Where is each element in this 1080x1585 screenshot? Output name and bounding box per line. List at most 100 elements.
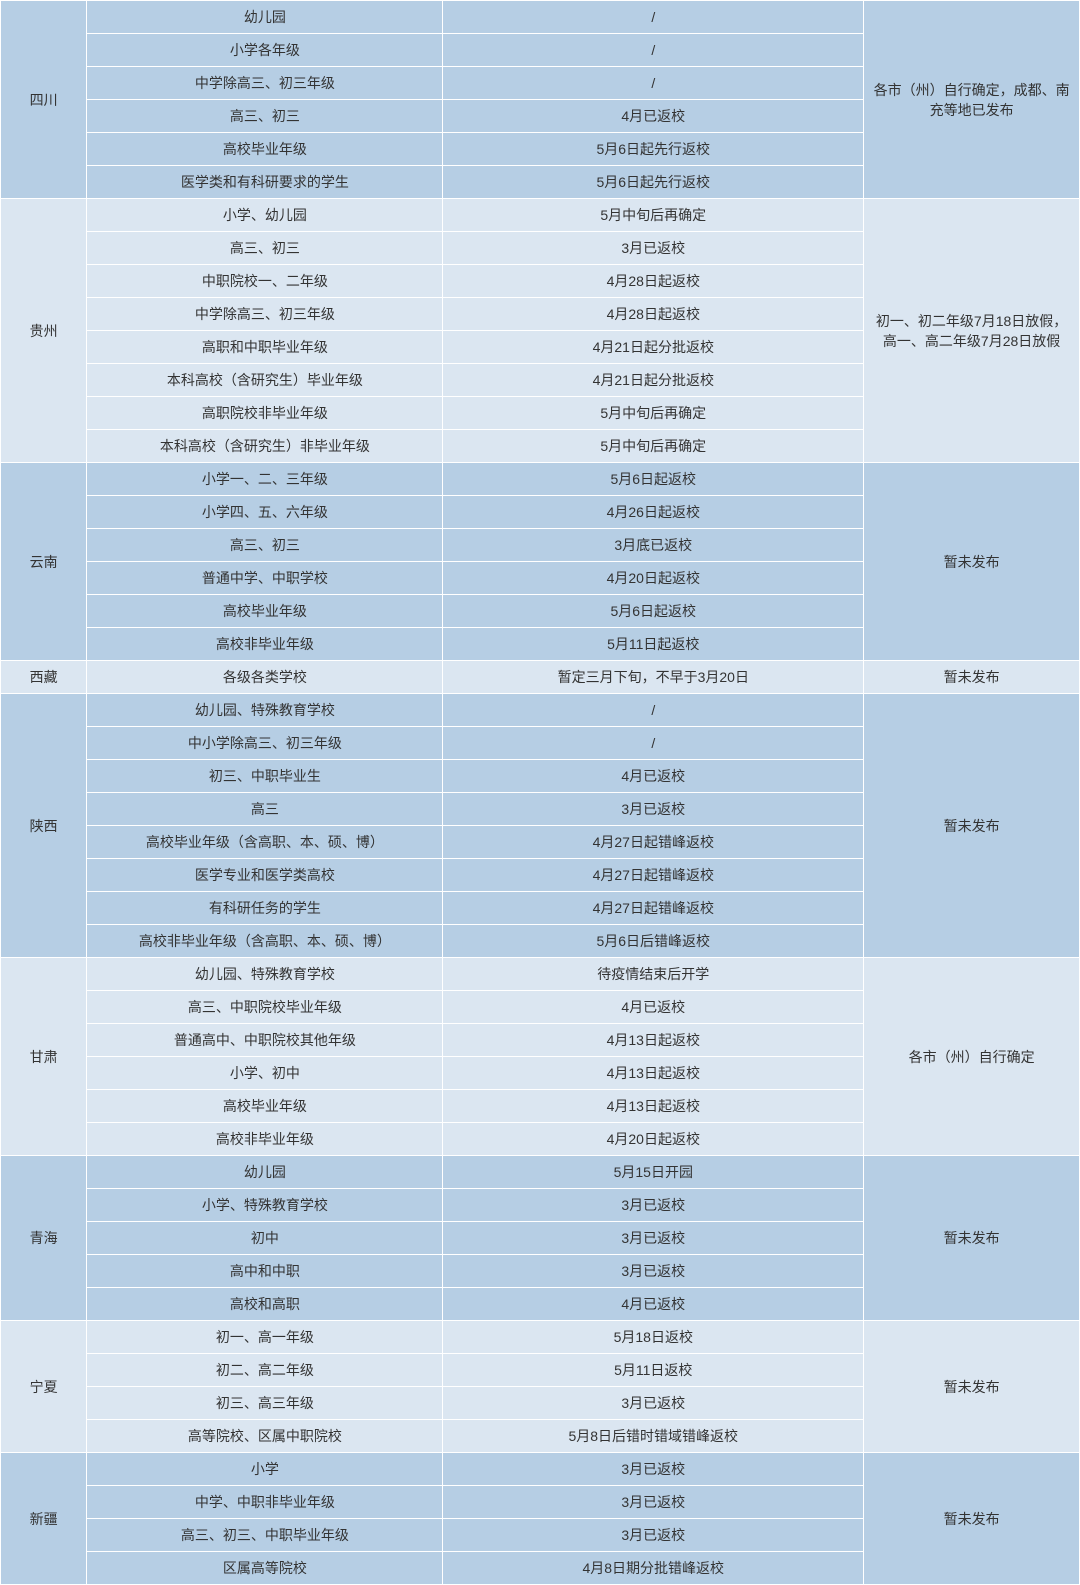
school-cell: 幼儿园、特殊教育学校 bbox=[87, 694, 443, 727]
school-cell: 小学一、二、三年级 bbox=[87, 463, 443, 496]
date-cell: 4月已返校 bbox=[443, 760, 864, 793]
date-cell: / bbox=[443, 67, 864, 100]
date-cell: / bbox=[443, 694, 864, 727]
date-cell: 3月已返校 bbox=[443, 1387, 864, 1420]
date-cell: 3月已返校 bbox=[443, 1222, 864, 1255]
table-row: 新疆小学3月已返校暂未发布 bbox=[1, 1453, 1080, 1486]
school-cell: 医学类和有科研要求的学生 bbox=[87, 166, 443, 199]
school-cell: 高等院校、区属中职院校 bbox=[87, 1420, 443, 1453]
date-cell: 4月13日起返校 bbox=[443, 1057, 864, 1090]
date-cell: 4月8日期分批错峰返校 bbox=[443, 1552, 864, 1585]
school-cell: 高职院校非毕业年级 bbox=[87, 397, 443, 430]
note-cell: 暂未发布 bbox=[864, 694, 1080, 958]
note-cell: 暂未发布 bbox=[864, 661, 1080, 694]
school-cell: 普通高中、中职院校其他年级 bbox=[87, 1024, 443, 1057]
school-cell: 初一、高一年级 bbox=[87, 1321, 443, 1354]
date-cell: 4月20日起返校 bbox=[443, 562, 864, 595]
date-cell: 3月已返校 bbox=[443, 1519, 864, 1552]
school-cell: 初中 bbox=[87, 1222, 443, 1255]
date-cell: 5月18日返校 bbox=[443, 1321, 864, 1354]
note-cell: 各市（州）自行确定，成都、南充等地已发布 bbox=[864, 1, 1080, 199]
school-cell: 本科高校（含研究生）非毕业年级 bbox=[87, 430, 443, 463]
province-cell: 四川 bbox=[1, 1, 87, 199]
school-cell: 高校非毕业年级 bbox=[87, 1123, 443, 1156]
province-cell: 云南 bbox=[1, 463, 87, 661]
date-cell: 4月26日起返校 bbox=[443, 496, 864, 529]
school-cell: 高校毕业年级 bbox=[87, 133, 443, 166]
school-cell: 幼儿园、特殊教育学校 bbox=[87, 958, 443, 991]
date-cell: 5月6日后错峰返校 bbox=[443, 925, 864, 958]
school-cell: 幼儿园 bbox=[87, 1, 443, 34]
school-cell: 高校毕业年级（含高职、本、硕、博） bbox=[87, 826, 443, 859]
school-cell: 高三 bbox=[87, 793, 443, 826]
note-cell: 暂未发布 bbox=[864, 1321, 1080, 1453]
school-cell: 高校毕业年级 bbox=[87, 1090, 443, 1123]
date-cell: 3月已返校 bbox=[443, 1255, 864, 1288]
note-cell: 各市（州）自行确定 bbox=[864, 958, 1080, 1156]
school-cell: 初三、中职毕业生 bbox=[87, 760, 443, 793]
school-cell: 区属高等院校 bbox=[87, 1552, 443, 1585]
date-cell: 4月13日起返校 bbox=[443, 1024, 864, 1057]
date-cell: 4月21日起分批返校 bbox=[443, 364, 864, 397]
province-cell: 甘肃 bbox=[1, 958, 87, 1156]
school-cell: 高三、初三 bbox=[87, 529, 443, 562]
date-cell: 4月27日起错峰返校 bbox=[443, 859, 864, 892]
table-row: 四川幼儿园/各市（州）自行确定，成都、南充等地已发布 bbox=[1, 1, 1080, 34]
province-cell: 贵州 bbox=[1, 199, 87, 463]
school-cell: 有科研任务的学生 bbox=[87, 892, 443, 925]
date-cell: 3月底已返校 bbox=[443, 529, 864, 562]
school-cell: 中学除高三、初三年级 bbox=[87, 67, 443, 100]
school-cell: 高职和中职毕业年级 bbox=[87, 331, 443, 364]
date-cell: 5月8日后错时错域错峰返校 bbox=[443, 1420, 864, 1453]
date-cell: 4月21日起分批返校 bbox=[443, 331, 864, 364]
school-cell: 高校非毕业年级（含高职、本、硕、博） bbox=[87, 925, 443, 958]
school-cell: 中学、中职非毕业年级 bbox=[87, 1486, 443, 1519]
date-cell: 4月27日起错峰返校 bbox=[443, 826, 864, 859]
school-cell: 小学、幼儿园 bbox=[87, 199, 443, 232]
date-cell: 5月11日返校 bbox=[443, 1354, 864, 1387]
date-cell: 5月中旬后再确定 bbox=[443, 199, 864, 232]
school-cell: 高中和中职 bbox=[87, 1255, 443, 1288]
school-cell: 高校和高职 bbox=[87, 1288, 443, 1321]
date-cell: 5月6日起先行返校 bbox=[443, 166, 864, 199]
school-cell: 初三、高三年级 bbox=[87, 1387, 443, 1420]
date-cell: 4月已返校 bbox=[443, 1288, 864, 1321]
school-cell: 高校毕业年级 bbox=[87, 595, 443, 628]
province-cell: 青海 bbox=[1, 1156, 87, 1321]
date-cell: 3月已返校 bbox=[443, 232, 864, 265]
date-cell: 4月28日起返校 bbox=[443, 265, 864, 298]
note-cell: 暂未发布 bbox=[864, 1156, 1080, 1321]
province-cell: 新疆 bbox=[1, 1453, 87, 1585]
date-cell: 暂定三月下旬，不早于3月20日 bbox=[443, 661, 864, 694]
school-cell: 小学四、五、六年级 bbox=[87, 496, 443, 529]
table-row: 陕西幼儿园、特殊教育学校/暂未发布 bbox=[1, 694, 1080, 727]
date-cell: 4月已返校 bbox=[443, 991, 864, 1024]
table-row: 贵州小学、幼儿园5月中旬后再确定初一、初二年级7月18日放假，高一、高二年级7月… bbox=[1, 199, 1080, 232]
table-row: 青海幼儿园5月15日开园暂未发布 bbox=[1, 1156, 1080, 1189]
table-row: 云南小学一、二、三年级5月6日起返校暂未发布 bbox=[1, 463, 1080, 496]
date-cell: 5月6日起先行返校 bbox=[443, 133, 864, 166]
province-cell: 陕西 bbox=[1, 694, 87, 958]
date-cell: 4月27日起错峰返校 bbox=[443, 892, 864, 925]
date-cell: 4月20日起返校 bbox=[443, 1123, 864, 1156]
table-row: 宁夏初一、高一年级5月18日返校暂未发布 bbox=[1, 1321, 1080, 1354]
date-cell: 5月中旬后再确定 bbox=[443, 397, 864, 430]
table-row: 甘肃幼儿园、特殊教育学校待疫情结束后开学各市（州）自行确定 bbox=[1, 958, 1080, 991]
school-cell: 中职院校一、二年级 bbox=[87, 265, 443, 298]
date-cell: 3月已返校 bbox=[443, 793, 864, 826]
date-cell: / bbox=[443, 727, 864, 760]
date-cell: / bbox=[443, 1, 864, 34]
school-cell: 普通中学、中职学校 bbox=[87, 562, 443, 595]
school-cell: 小学、初中 bbox=[87, 1057, 443, 1090]
note-cell: 暂未发布 bbox=[864, 463, 1080, 661]
date-cell: / bbox=[443, 34, 864, 67]
date-cell: 5月6日起返校 bbox=[443, 595, 864, 628]
school-return-table: 四川幼儿园/各市（州）自行确定，成都、南充等地已发布小学各年级/中学除高三、初三… bbox=[0, 0, 1080, 1585]
date-cell: 5月11日起返校 bbox=[443, 628, 864, 661]
date-cell: 4月13日起返校 bbox=[443, 1090, 864, 1123]
date-cell: 4月28日起返校 bbox=[443, 298, 864, 331]
school-cell: 高三、初三 bbox=[87, 232, 443, 265]
province-cell: 西藏 bbox=[1, 661, 87, 694]
school-cell: 高三、初三 bbox=[87, 100, 443, 133]
date-cell: 5月6日起返校 bbox=[443, 463, 864, 496]
